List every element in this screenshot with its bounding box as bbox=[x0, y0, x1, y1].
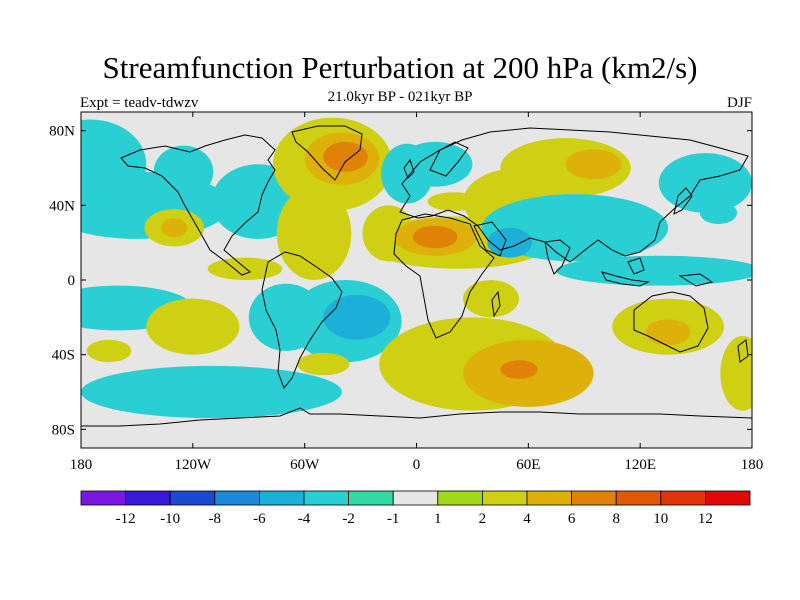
season-label: DJF bbox=[726, 95, 752, 111]
anomaly-region bbox=[81, 365, 342, 419]
colorbar-label: 8 bbox=[612, 511, 620, 527]
anomaly-region bbox=[323, 294, 391, 340]
map-title: Streamfunction Perturbation at 200 hPa (… bbox=[102, 50, 698, 85]
longitude-axis: 180 120W 60W 0 60E 120E 180 bbox=[70, 112, 764, 473]
coast-arabia bbox=[473, 221, 507, 257]
lon-tick-label: 60W bbox=[290, 457, 320, 473]
coast-eurasia bbox=[399, 127, 749, 263]
colorbar-label: -12 bbox=[116, 511, 136, 527]
colorbar-swatch bbox=[526, 490, 572, 506]
colorbar-swatch bbox=[169, 490, 216, 506]
anomaly-region bbox=[146, 298, 240, 355]
anomaly-region bbox=[207, 257, 283, 280]
colorbar-label: -4 bbox=[298, 511, 311, 527]
colorbar-label: -6 bbox=[253, 511, 266, 527]
colorbar-label: -1 bbox=[387, 511, 400, 527]
anomaly-region bbox=[161, 218, 188, 238]
colorbar-label: 4 bbox=[523, 511, 531, 527]
anomaly-field bbox=[81, 117, 752, 419]
colorbar-swatch bbox=[125, 490, 171, 506]
lon-tick-label: 60E bbox=[516, 457, 540, 473]
colorbar-label: -10 bbox=[160, 511, 180, 527]
colorbar-label: 6 bbox=[568, 511, 576, 527]
coast-greenland bbox=[291, 125, 363, 181]
lon-tick-label: 180 bbox=[741, 457, 764, 473]
colorbar-swatch bbox=[571, 490, 617, 506]
coast-antarctica bbox=[81, 407, 752, 427]
colorbar-swatch bbox=[303, 490, 349, 506]
colorbar-swatch bbox=[80, 490, 126, 506]
lat-tick-label: 40N bbox=[49, 198, 75, 214]
anomaly-region bbox=[297, 352, 350, 376]
experiment-label: Expt = teadv-tdwzv bbox=[80, 95, 199, 111]
coast-great-britain bbox=[403, 158, 415, 179]
coast-india bbox=[544, 239, 571, 275]
colorbar-label: 1 bbox=[434, 511, 442, 527]
map-subtitle: 21.0kyr BP - 021kyr BP bbox=[327, 89, 473, 105]
anomaly-region bbox=[86, 339, 132, 363]
anomaly-region bbox=[427, 192, 480, 211]
colorbar-label: 10 bbox=[653, 511, 668, 527]
coast-south-america bbox=[261, 251, 343, 389]
lon-tick-label: 180 bbox=[70, 457, 93, 473]
colorbar-swatch bbox=[348, 490, 394, 506]
colorbar-swatch bbox=[214, 490, 260, 506]
anomaly-region bbox=[412, 225, 458, 249]
colorbar-swatch bbox=[660, 490, 706, 506]
lat-tick-label: 0 bbox=[68, 273, 76, 289]
anomaly-region bbox=[645, 319, 691, 346]
lon-tick-label: 120W bbox=[174, 457, 212, 473]
coast-africa bbox=[393, 213, 495, 339]
anomaly-region bbox=[720, 336, 752, 411]
anomaly-region bbox=[699, 201, 738, 224]
coast-scandinavia bbox=[429, 141, 469, 177]
anomaly-region bbox=[500, 360, 538, 379]
anomaly-region bbox=[658, 153, 752, 213]
colorbar-label: -2 bbox=[342, 511, 355, 527]
latitude-axis: 80N 40N 0 40S 80S bbox=[49, 124, 752, 438]
colorbar-swatch bbox=[615, 490, 662, 506]
lat-tick-label: 80S bbox=[52, 422, 75, 438]
anomaly-region bbox=[565, 149, 622, 180]
colorbar-swatch bbox=[705, 490, 751, 506]
lat-tick-label: 80N bbox=[49, 124, 75, 140]
coast-borneo bbox=[627, 257, 645, 275]
anomaly-region bbox=[397, 141, 473, 187]
coast-indonesia bbox=[601, 271, 650, 287]
anomaly-region bbox=[463, 280, 520, 318]
anomaly-region bbox=[323, 141, 369, 172]
colorbar-swatch bbox=[392, 490, 439, 506]
coastlines bbox=[81, 125, 752, 427]
anomaly-region bbox=[276, 186, 352, 280]
coast-north-america bbox=[120, 134, 276, 276]
anomaly-region bbox=[487, 227, 533, 258]
lon-tick-label: 120E bbox=[624, 457, 656, 473]
colorbar: -12 -10 -8 -6 -4 -2 -1 1 2 4 6 8 10 12 bbox=[80, 490, 751, 527]
coast-new-zealand bbox=[737, 339, 749, 363]
anomaly-region bbox=[556, 255, 752, 286]
colorbar-swatch bbox=[258, 490, 305, 506]
colorbar-label: 2 bbox=[479, 511, 487, 527]
colorbar-label: -8 bbox=[209, 511, 222, 527]
coast-madagascar bbox=[491, 290, 501, 318]
coast-new-guinea bbox=[678, 273, 714, 287]
lat-tick-label: 40S bbox=[52, 348, 75, 364]
colorbar-swatch bbox=[437, 490, 483, 506]
colorbar-label: 12 bbox=[698, 511, 713, 527]
colorbar-swatch bbox=[481, 490, 528, 506]
coast-japan bbox=[673, 187, 693, 215]
coast-australia bbox=[633, 291, 709, 353]
lon-tick-label: 0 bbox=[413, 457, 421, 473]
